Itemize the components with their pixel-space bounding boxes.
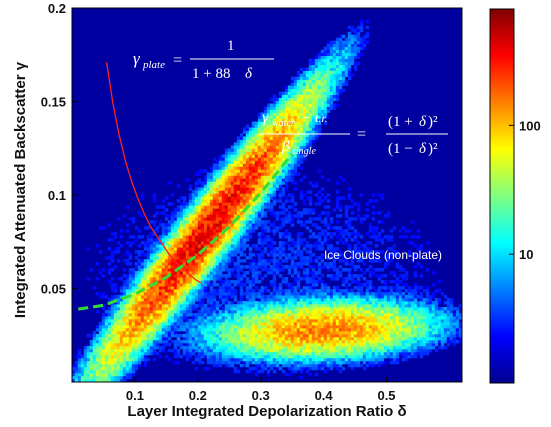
colorbar	[489, 8, 515, 384]
x-tick-label: 0.1	[126, 388, 144, 403]
x-axis: 0.1 0.2 0.3 0.4 0.5	[126, 377, 396, 403]
y-tick-label: 0.15	[41, 95, 66, 110]
colorbar-tick-label: 100	[519, 118, 541, 133]
heatmap-cells	[72, 19, 462, 382]
water-curve	[78, 152, 294, 311]
colorbar-ticks: 10 100	[509, 118, 541, 262]
y-tick-label: 0.2	[48, 1, 66, 16]
annotation-ice-clouds: Ice Clouds (non-plate)	[324, 248, 442, 262]
x-tick-label: 0.5	[377, 388, 395, 403]
y-axis-label: Integrated Attenuated Backscatter γ	[12, 61, 29, 318]
model-curves	[78, 62, 294, 311]
plate-curve	[105, 62, 202, 284]
x-axis-label: Layer Integrated Depolarization Ratio δ	[127, 403, 406, 420]
x-tick-label: 0.2	[189, 388, 207, 403]
y-tick-label: 0.05	[41, 282, 66, 297]
x-tick-label: 0.4	[315, 388, 334, 403]
y-axis: 0.05 0.1 0.15 0.2	[41, 1, 77, 297]
y-tick-label: 0.1	[48, 188, 66, 203]
colorbar-tick-label: 10	[519, 247, 533, 262]
x-tick-label: 0.3	[252, 388, 270, 403]
water-equation: γ water − t.r. β single = (1 + δ )² (1 −…	[260, 109, 448, 157]
plate-equation: γ plate = 1 1 + 88 δ	[133, 38, 274, 82]
